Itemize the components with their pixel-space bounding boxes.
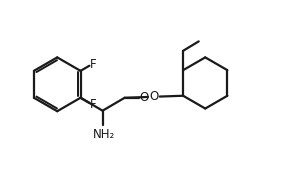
Text: F: F	[89, 58, 96, 71]
Text: O: O	[139, 91, 149, 104]
Text: NH₂: NH₂	[93, 128, 115, 141]
Text: F: F	[89, 98, 96, 111]
Text: O: O	[149, 90, 158, 103]
